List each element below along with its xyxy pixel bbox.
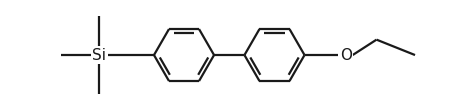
Text: Si: Si [92, 48, 106, 63]
Text: O: O [339, 48, 351, 63]
